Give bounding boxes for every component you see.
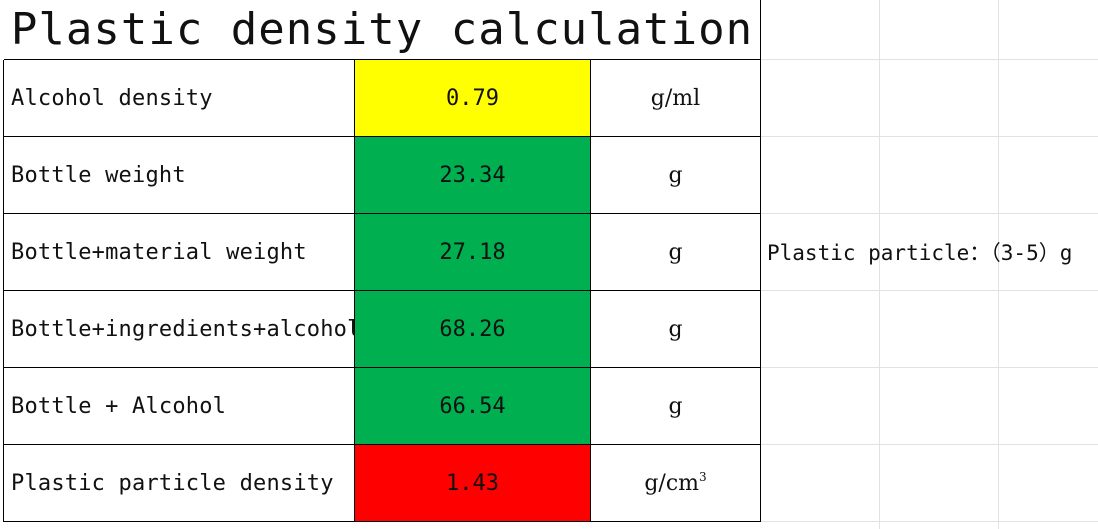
row-value-cell[interactable]: 68.26 <box>355 291 591 368</box>
row-value-cell[interactable]: 66.54 <box>355 368 591 445</box>
row-unit-cell[interactable]: g/ml <box>591 60 761 137</box>
unit-superscript: 3 <box>699 470 707 484</box>
row-label-cell[interactable]: Bottle+ingredients+alcohol <box>4 291 355 368</box>
row-value-cell[interactable]: 27.18 <box>355 214 591 291</box>
table-left-border <box>3 60 4 522</box>
row-label-cell[interactable]: Bottle + Alcohol <box>4 368 355 445</box>
row-value-cell[interactable]: 0.79 <box>355 60 591 137</box>
gridline <box>761 213 1098 214</box>
plastic-particle-note[interactable]: Plastic particle：（3-5）g <box>767 241 1073 265</box>
row-value-cell[interactable]: 23.34 <box>355 137 591 214</box>
row-unit-cell[interactable]: g <box>591 291 761 368</box>
row-unit-cell[interactable]: g <box>591 214 761 291</box>
row-label-cell[interactable]: Bottle+material weight <box>4 214 355 291</box>
gridline <box>761 59 1098 60</box>
row-label-cell[interactable]: Plastic particle density <box>4 445 355 522</box>
row-unit-cell[interactable]: g/cm 3 <box>591 445 761 522</box>
gridline <box>998 0 999 529</box>
gridline <box>761 290 1098 291</box>
row-unit-cell[interactable]: g <box>591 137 761 214</box>
sheet-title[interactable]: Plastic density calculation <box>4 0 761 60</box>
row-label-cell[interactable]: Alcohol density <box>4 60 355 137</box>
row-unit-cell[interactable]: g <box>591 368 761 445</box>
gridline <box>761 367 1098 368</box>
gridline <box>879 0 880 529</box>
gridline <box>761 521 1098 522</box>
row-value-cell[interactable]: 1.43 <box>355 445 591 522</box>
unit-base: g/cm <box>644 470 700 496</box>
gridline <box>761 136 1098 137</box>
row-label-cell[interactable]: Bottle weight <box>4 137 355 214</box>
gridline <box>761 444 1098 445</box>
